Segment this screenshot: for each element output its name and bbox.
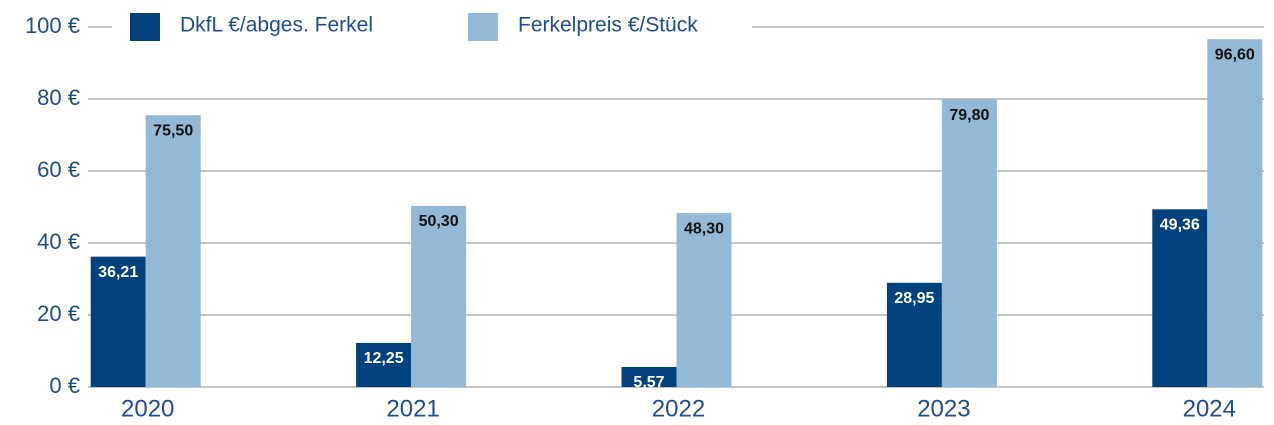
value-label: 5,57 <box>633 374 664 391</box>
x-tick-label: 2021 <box>386 395 439 422</box>
bar <box>411 205 467 387</box>
bar <box>1207 39 1263 388</box>
value-label: 75,50 <box>153 122 193 139</box>
value-label: 28,95 <box>894 290 934 307</box>
y-tick-label: 80 € <box>37 85 80 110</box>
value-label: 50,30 <box>419 213 459 230</box>
value-label: 49,36 <box>1160 217 1200 234</box>
legend-swatch <box>130 13 160 41</box>
y-tick-label: 0 € <box>49 373 80 398</box>
bar <box>356 342 412 387</box>
y-tick-label: 100 € <box>25 13 80 38</box>
bar <box>1152 209 1208 387</box>
value-label: 36,21 <box>98 264 138 281</box>
x-tick-label: 2024 <box>1183 395 1236 422</box>
value-label: 12,25 <box>364 350 404 367</box>
bar <box>90 256 146 387</box>
x-tick-label: 2022 <box>652 395 705 422</box>
legend-label: DkfL €/abges. Ferkel <box>180 14 373 37</box>
bar <box>941 99 997 387</box>
value-label: 79,80 <box>949 107 989 124</box>
x-tick-label: 2020 <box>121 395 174 422</box>
x-tick-label: 2023 <box>917 395 970 422</box>
y-tick-label: 60 € <box>37 157 80 182</box>
legend-background <box>112 11 752 43</box>
bar <box>676 213 732 387</box>
legend-swatch <box>468 13 498 41</box>
value-label: 96,60 <box>1215 46 1255 63</box>
legend-label: Ferkelpreis €/Stück <box>518 14 698 37</box>
bar <box>145 115 201 387</box>
y-tick-label: 20 € <box>37 301 80 326</box>
bar <box>886 282 942 387</box>
y-tick-label: 40 € <box>37 229 80 254</box>
bar <box>621 366 677 387</box>
value-label: 48,30 <box>684 220 724 237</box>
